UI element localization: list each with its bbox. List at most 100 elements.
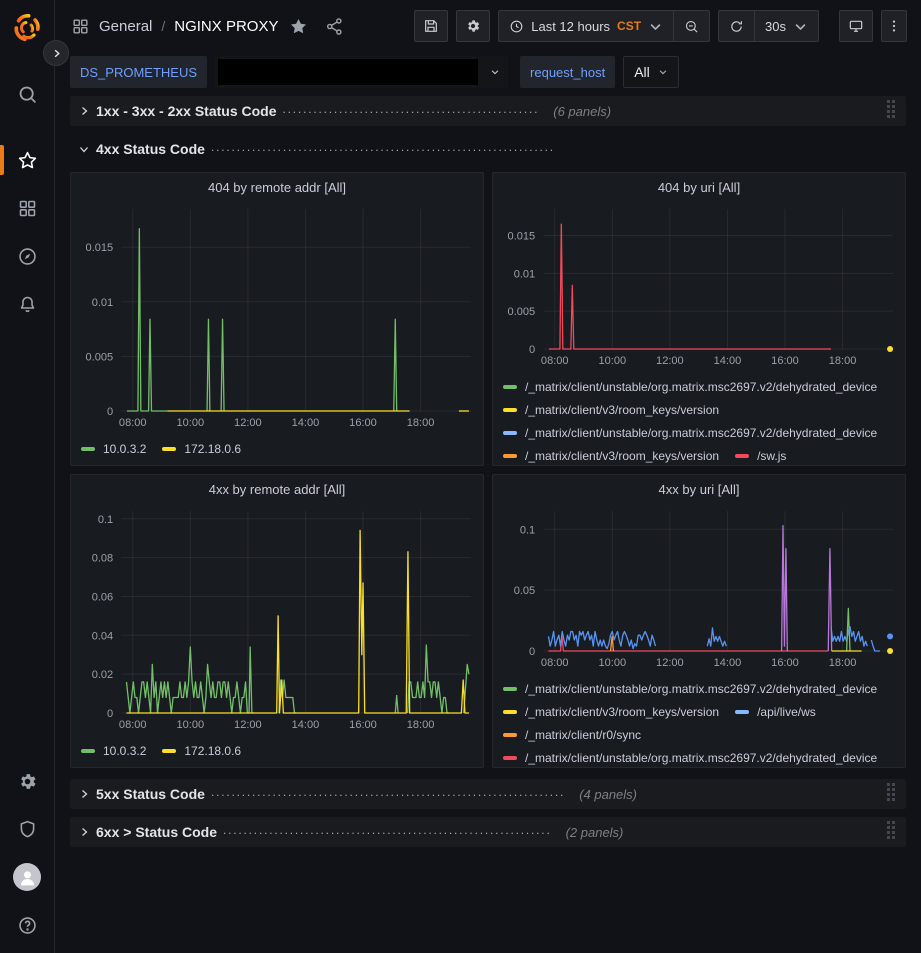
row-drag-handle[interactable] (887, 783, 900, 805)
time-series-chart[interactable]: 08:00 10:00 12:00 14:00 16:00 18:00 0 0.005 0.01… (71, 201, 483, 433)
legend-item[interactable]: 172.18.0.6 (162, 437, 241, 460)
legend-item[interactable]: /_matrix/client/unstable/org.matrix.msc2… (503, 746, 877, 767)
breadcrumb-separator: / (161, 18, 166, 34)
svg-text:0.005: 0.005 (508, 306, 536, 318)
legend-item[interactable]: /_matrix/client/v3/room_keys/version (503, 700, 719, 723)
sidebar-item-search[interactable] (0, 70, 54, 118)
svg-text:08:00: 08:00 (119, 719, 147, 731)
chevron-down-icon (491, 70, 499, 75)
save-icon (425, 20, 438, 32)
refresh-interval-dropdown[interactable]: 30s (754, 11, 818, 41)
breadcrumb-folder[interactable]: General (99, 17, 153, 35)
row-drag-handle[interactable] (887, 100, 900, 122)
grafana-logo[interactable] (12, 12, 42, 42)
svg-text:16:00: 16:00 (771, 355, 799, 367)
favorite-star-icon[interactable] (289, 17, 308, 36)
legend-item[interactable]: /api/live/ws (735, 700, 816, 723)
time-series-chart[interactable]: 08:00 10:00 12:00 14:00 16:00 18:00 0 0.02 0.04 0… (71, 503, 483, 735)
legend-item[interactable]: /_matrix/client/v3/room_keys/version (503, 398, 719, 421)
variables-submenu: DS_PROMETHEUS request_host All (55, 52, 921, 92)
legend-label: /sw.js (757, 448, 787, 463)
legend-item[interactable]: /_matrix/client/v3/room_keys/version (503, 444, 719, 465)
avatar (13, 863, 41, 891)
chevron-right-icon (54, 49, 60, 57)
time-series-chart[interactable]: 08:00 10:00 12:00 14:00 16:00 18:00 0 0.05 0.1 (493, 503, 905, 673)
row-header-5xx[interactable]: 5xx Status Code ........................… (70, 779, 906, 809)
sidebar-item-server-admin[interactable] (0, 805, 54, 853)
legend-label: 172.18.0.6 (184, 441, 242, 456)
legend-label: /_matrix/client/unstable/org.matrix.msc2… (525, 425, 878, 440)
share-icon[interactable] (325, 17, 344, 36)
legend-item[interactable]: 10.0.3.2 (81, 437, 146, 460)
star-icon (18, 151, 36, 168)
apps-grid-icon[interactable] (71, 17, 90, 36)
request-host-variable-label[interactable]: request_host (520, 56, 616, 88)
save-dashboard-button[interactable] (414, 10, 449, 42)
row-title: 1xx - 3xx - 2xx Status Code (96, 103, 277, 119)
legend-item[interactable]: /sw.js (735, 444, 786, 465)
panel-title[interactable]: 404 by uri [All] (657, 179, 741, 195)
legend-item[interactable]: /_matrix/client/r0/sync (503, 723, 641, 746)
request-host-variable-dropdown[interactable]: All (623, 56, 679, 88)
tv-mode-button[interactable] (839, 10, 873, 42)
svg-text:18:00: 18:00 (407, 417, 435, 429)
sidebar-item-configuration[interactable] (0, 757, 54, 805)
sidebar-item-alerting[interactable] (0, 280, 54, 328)
request-host-value: All (634, 64, 650, 80)
svg-text:0: 0 (107, 708, 113, 720)
svg-text:0.1: 0.1 (520, 524, 535, 536)
legend-item[interactable]: /_matrix/client/unstable/org.matrix.msc2… (503, 421, 877, 444)
svg-text:18:00: 18:00 (407, 719, 435, 731)
panel-title[interactable]: 404 by remote addr [All] (207, 179, 347, 195)
legend-item[interactable]: 172.18.0.6 (162, 739, 241, 762)
sidebar-item-starred[interactable] (0, 136, 54, 184)
datasource-variable-dropdown[interactable] (215, 56, 509, 88)
sidebar-item-profile[interactable] (0, 853, 54, 901)
time-series-chart[interactable]: 08:00 10:00 12:00 14:00 16:00 18:00 0 0.005 0.01… (493, 201, 905, 371)
legend-item[interactable]: /_matrix/client/unstable/org.matrix.msc2… (503, 375, 877, 398)
panel-legend: 10.0.3.2 172.18.0.6 (71, 433, 483, 465)
panel-title[interactable]: 4xx by remote addr [All] (208, 481, 346, 497)
sidebar-item-explore[interactable] (0, 232, 54, 280)
legend-swatch (503, 453, 517, 458)
sidebar (0, 0, 69, 953)
svg-text:0: 0 (107, 406, 113, 418)
row-header-1xx-3xx-2xx[interactable]: 1xx - 3xx - 2xx Status Code ............… (70, 96, 906, 126)
monitor-icon (849, 20, 863, 32)
row-leader-dots: ........................................… (210, 140, 555, 154)
gear-icon (468, 20, 480, 32)
row-title: 4xx Status Code (96, 141, 205, 157)
svg-text:0.06: 0.06 (92, 591, 114, 603)
row-header-4xx[interactable]: 4xx Status Code ........................… (70, 134, 906, 164)
person-icon (20, 870, 34, 885)
row-header-6xx[interactable]: 6xx > Status Code ......................… (70, 817, 906, 847)
more-options-button[interactable] (881, 10, 907, 42)
dashboard-settings-button[interactable] (456, 10, 491, 42)
svg-text:12:00: 12:00 (656, 657, 684, 669)
legend-swatch (162, 748, 177, 753)
svg-text:0.05: 0.05 (514, 585, 536, 597)
panels-grid: 404 by remote addr [All] 08:00 10:00 12:00 1… (70, 172, 906, 768)
sidebar-item-dashboards[interactable] (0, 184, 54, 232)
compass-icon (18, 247, 36, 265)
kebab-menu-icon (892, 20, 896, 32)
sidebar-item-help[interactable] (0, 901, 54, 949)
row-panel-count: (6 panels) (553, 103, 612, 119)
legend-item[interactable]: 10.0.3.2 (81, 739, 146, 762)
row-drag-handle[interactable] (887, 821, 900, 843)
row-panel-count: (4 panels) (579, 786, 637, 802)
svg-text:0: 0 (529, 646, 535, 658)
datasource-variable-label[interactable]: DS_PROMETHEUS (70, 56, 208, 88)
legend-label: /_matrix/client/unstable/org.matrix.msc2… (525, 379, 878, 394)
legend-label: 10.0.3.2 (103, 743, 147, 758)
refresh-button[interactable] (719, 11, 754, 41)
legend-swatch (81, 748, 95, 753)
svg-text:12:00: 12:00 (656, 355, 684, 367)
time-zoom-out-button[interactable] (673, 11, 709, 41)
sidebar-expand-button[interactable] (43, 40, 69, 66)
panel-title[interactable]: 4xx by uri [All] (658, 481, 740, 497)
legend-item[interactable]: /_matrix/client/unstable/org.matrix.msc2… (503, 677, 877, 700)
page-title[interactable]: NGINX PROXY (174, 17, 279, 35)
svg-text:18:00: 18:00 (829, 657, 857, 669)
time-range-button[interactable]: Last 12 hours CST (499, 11, 673, 41)
